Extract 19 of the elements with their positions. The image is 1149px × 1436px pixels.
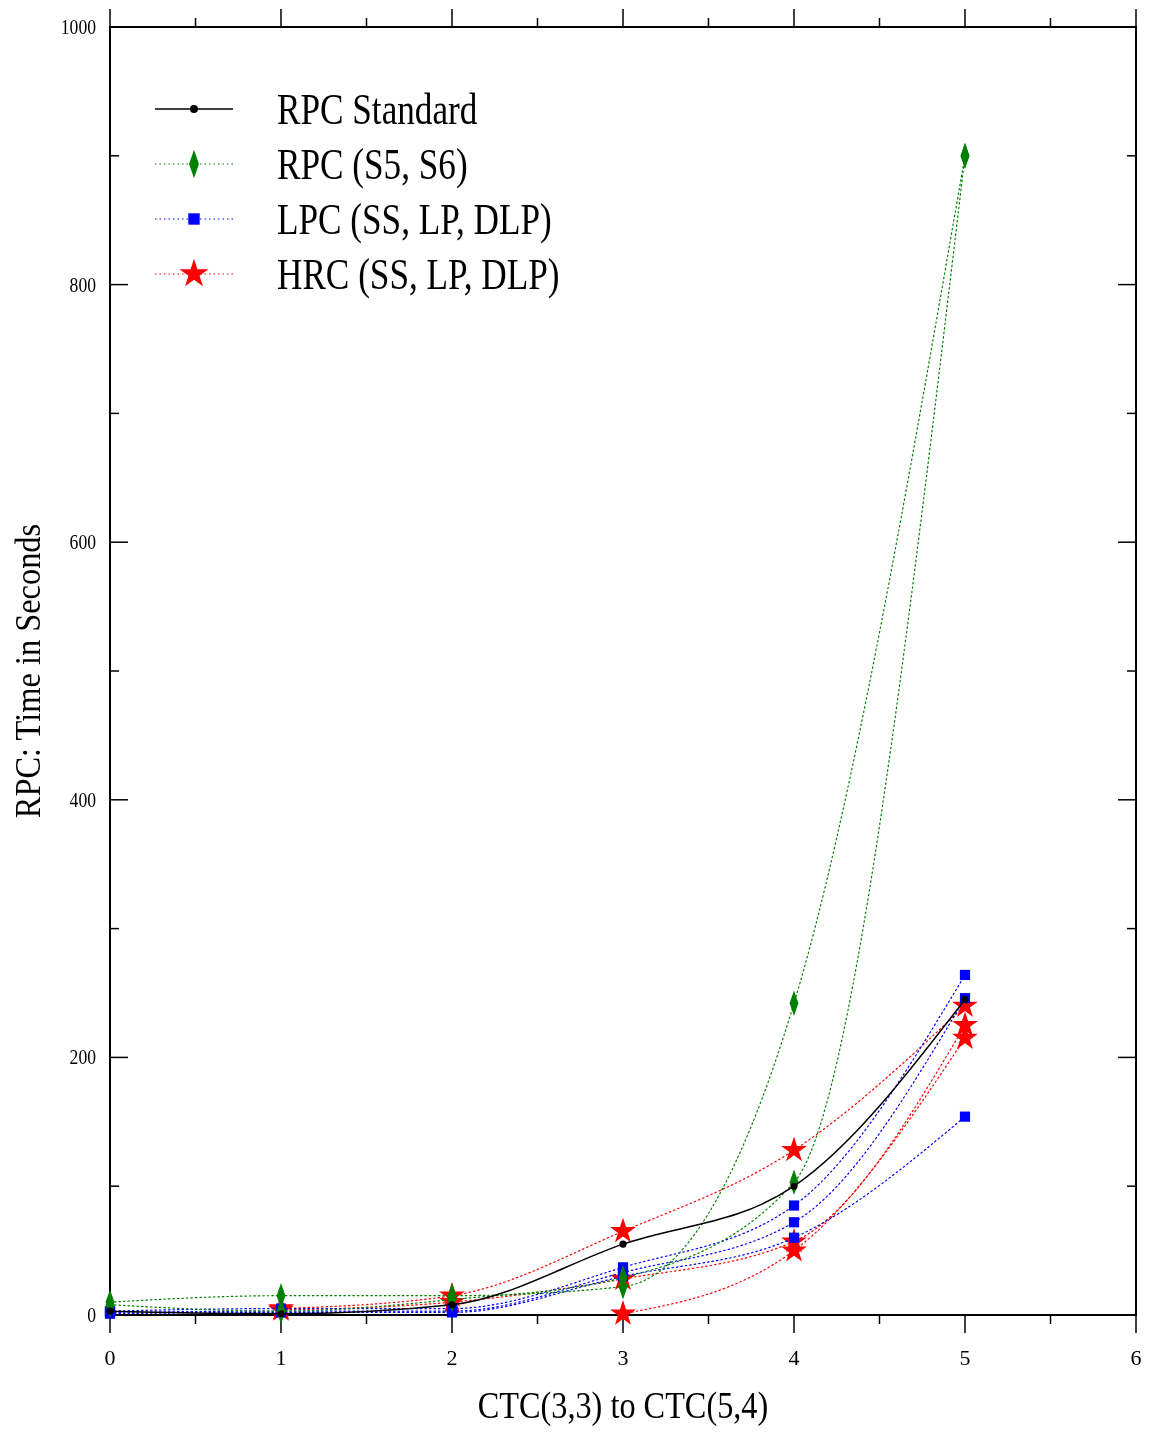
legend-label: RPC (S5, S6) [277,139,468,189]
x-axis-title: CTC(3,3) to CTC(5,4) [477,1384,769,1427]
x-tick-label: 5 [959,1345,971,1370]
x-tick-label: 0 [104,1345,116,1370]
x-tick-label: 3 [617,1345,629,1370]
y-tick-label: 1000 [60,14,97,39]
y-tick-label: 200 [69,1044,97,1069]
y-tick-label: 600 [69,529,97,554]
y-tick-label: 800 [69,271,97,297]
x-tick-label: 2 [446,1345,458,1370]
legend-label: HRC (SS, LP, DLP) [277,249,560,299]
y-tick-label: 400 [69,786,97,812]
y-tick-label: 0 [87,1302,97,1327]
y-axis-title: RPC: Time in Seconds [7,523,48,819]
x-tick-label: 1 [275,1345,287,1370]
legend-label: LPC (SS, LP, DLP) [277,194,552,244]
x-tick-label: 4 [788,1345,800,1370]
x-tick-label: 6 [1130,1345,1142,1370]
legend-label: RPC Standard [277,84,478,134]
